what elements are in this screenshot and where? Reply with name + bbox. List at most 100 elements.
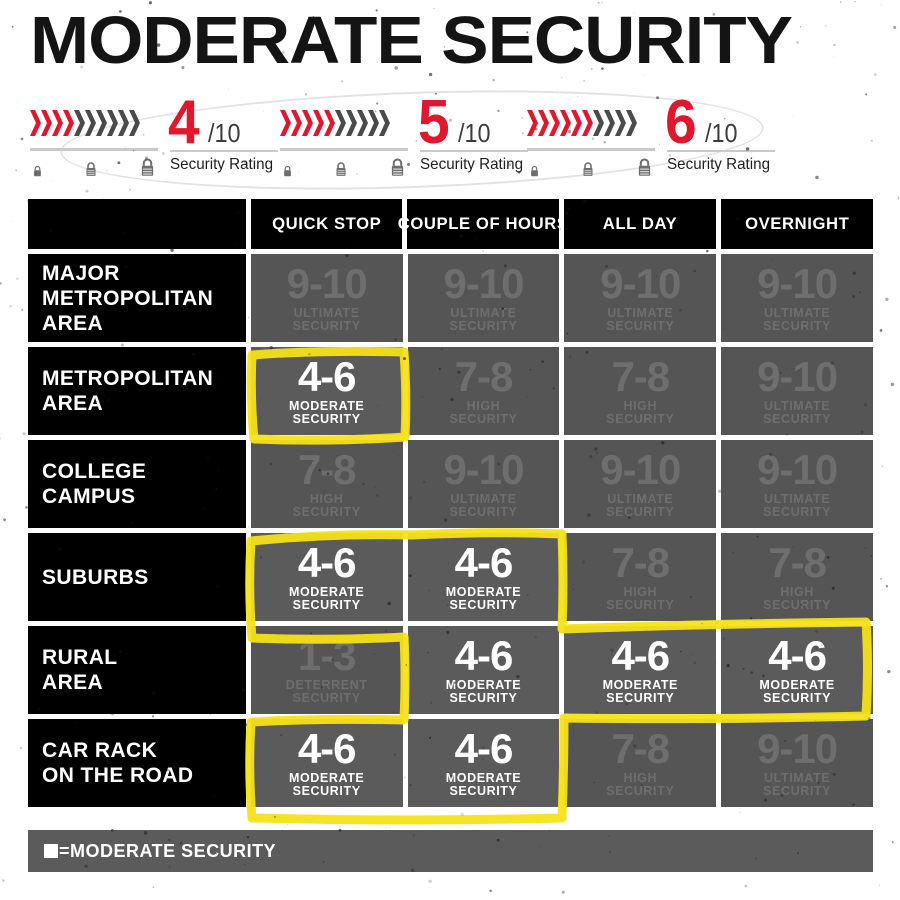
cell-caption-line: HIGH <box>623 398 658 413</box>
matrix-cell[interactable]: 4-6 MODERATE SECURITY <box>407 533 560 621</box>
table-row: SUBURBS 4-6 MODERATE SECURITY 4-6 MODERATE SEC… <box>28 533 874 621</box>
white-square-icon <box>44 844 58 858</box>
cell-caption-line: SECURITY <box>292 783 361 798</box>
cell-caption-line: ULTIMATE <box>450 305 517 320</box>
matrix-cell[interactable]: 9-10 ULTIMATE SECURITY <box>721 347 874 435</box>
matrix-cell[interactable]: 9-10 ULTIMATE SECURITY <box>721 254 874 342</box>
cell-caption-line: SECURITY <box>292 411 361 426</box>
matrix-cell[interactable]: 7-8 HIGH SECURITY <box>564 719 717 807</box>
rating-caption-1: Security Rating <box>170 156 274 173</box>
cell-range: 4-6 <box>297 538 357 586</box>
matrix-cell[interactable]: 9-10 ULTIMATE SECURITY <box>721 440 874 528</box>
column-header-4: OVERNIGHT <box>721 199 873 249</box>
row-label-line: AREA <box>42 311 104 335</box>
chevron-icon <box>313 110 324 136</box>
matrix-cell[interactable]: 1-3 DETERRENT SECURITY <box>250 626 403 714</box>
cell-caption: ULTIMATE SECURITY <box>763 306 832 333</box>
column-header-label: COUPLE OF HOURS <box>398 214 569 233</box>
chevron-icon <box>549 110 560 136</box>
matrix-cell[interactable]: 4-6 MODERATE SECURITY <box>564 626 717 714</box>
column-header-label: ALL DAY <box>603 214 678 233</box>
cell-caption-line: SECURITY <box>606 411 675 426</box>
row-label-line: COLLEGE <box>42 460 147 483</box>
lock-scale-1 <box>30 148 158 177</box>
cell-caption: DETERRENT SECURITY <box>286 678 368 705</box>
cell-range: 9-10 <box>757 724 838 772</box>
row-label-line: CAR RACK <box>42 739 158 762</box>
chevron-icon <box>368 110 379 136</box>
cell-range: 7-8 <box>611 724 670 772</box>
matrix-cell[interactable]: 4-6 MODERATE SECURITY <box>250 347 403 435</box>
matrix-cell[interactable]: 9-10 ULTIMATE SECURITY <box>721 719 874 807</box>
cell-caption-line: SECURITY <box>763 690 832 705</box>
cell-caption-line: SECURITY <box>449 690 518 705</box>
chevron-icon <box>582 110 593 136</box>
matrix-cell[interactable]: 9-10 ULTIMATE SECURITY <box>564 440 717 528</box>
matrix-cell[interactable]: 4-6 MODERATE SECURITY <box>250 533 403 621</box>
cell-caption-line: SECURITY <box>449 783 518 798</box>
matrix-cell[interactable]: 9-10 ULTIMATE SECURITY <box>564 254 717 342</box>
matrix-cell[interactable]: 4-6 MODERATE SECURITY <box>250 719 403 807</box>
cell-caption-line: HIGH <box>780 584 814 599</box>
table-header-row: QUICK STOP COUPLE OF HOURS ALL DAY OVERNIGH… <box>28 199 873 249</box>
cell-caption-line: MODERATE <box>288 398 365 413</box>
matrix-cell[interactable]: 7-8 HIGH SECURITY <box>564 533 717 621</box>
matrix-cell[interactable]: 7-8 HIGH SECURITY <box>721 533 874 621</box>
cell-caption: MODERATE SECURITY <box>289 585 364 612</box>
matrix-cell[interactable]: 4-6 MODERATE SECURITY <box>407 626 560 714</box>
cell-caption-line: SECURITY <box>763 318 832 333</box>
chevron-icon <box>118 110 129 136</box>
matrix-cell[interactable]: 9-10 ULTIMATE SECURITY <box>407 254 560 342</box>
matrix-cell[interactable]: 9-10 ULTIMATE SECURITY <box>250 254 403 342</box>
table-row: RURAL AREA 1-3 DETERRENT SECURITY 4-6 MODERATE… <box>28 626 874 714</box>
matrix-cell[interactable]: 4-6 MODERATE SECURITY <box>407 719 560 807</box>
matrix-cell[interactable]: 7-8 HIGH SECURITY <box>250 440 403 528</box>
cell-caption: MODERATE SECURITY <box>289 771 364 798</box>
row-label-line: SUBURBS <box>42 565 149 589</box>
matrix-cell[interactable]: 4-6 MODERATE SECURITY <box>721 626 874 714</box>
cell-range: 7-8 <box>297 445 357 493</box>
matrix-cell[interactable]: 7-8 HIGH SECURITY <box>564 347 717 435</box>
cell-range: 9-10 <box>757 352 838 400</box>
chevron-icon <box>30 110 41 136</box>
cell-caption: HIGH SECURITY <box>449 399 517 426</box>
cell-range: 7-8 <box>611 538 670 586</box>
cell-caption-line: SECURITY <box>606 318 675 333</box>
legend-label: =MODERATE SECURITY <box>59 840 277 861</box>
chevron-icon <box>85 110 96 136</box>
cell-caption-line: SECURITY <box>606 504 675 519</box>
chevron-icon <box>107 110 118 136</box>
table-row: COLLEGE CAMPUS 7-8 HIGH SECURITY 9-10 ULTIMATE… <box>28 440 874 528</box>
divider <box>420 150 528 152</box>
cell-caption-line: SECURITY <box>292 318 361 333</box>
cell-caption-line: SECURITY <box>763 783 832 798</box>
matrix-cell[interactable]: 9-10 ULTIMATE SECURITY <box>407 440 560 528</box>
cell-caption-line: ULTIMATE <box>764 398 831 413</box>
chevron-meter-2 <box>280 110 390 136</box>
padlock-icon <box>284 165 291 177</box>
cell-caption-line: HIGH <box>309 491 344 506</box>
cell-range: 4-6 <box>611 631 670 679</box>
cell-caption-line: SECURITY <box>763 411 832 426</box>
lock-scale-3 <box>527 148 655 177</box>
chevron-icon <box>615 110 626 136</box>
row-label-5: RURAL AREA <box>28 626 246 714</box>
cell-range: 9-10 <box>757 445 838 493</box>
rating-outof-1: /10 <box>208 118 241 148</box>
page-title: MODERATE SECURITY <box>30 3 793 78</box>
cell-caption: HIGH SECURITY <box>606 585 674 612</box>
padlock-icon <box>34 165 41 177</box>
cell-caption-line: MODERATE <box>445 677 522 692</box>
cell-range: 9-10 <box>600 445 681 493</box>
cell-caption-line: SECURITY <box>292 690 361 705</box>
padlock-icon <box>336 162 346 176</box>
matrix-cell[interactable]: 7-8 HIGH SECURITY <box>407 347 560 435</box>
cell-caption-line: MODERATE <box>445 770 522 785</box>
row-label-line: METROPOLITAN <box>42 367 214 390</box>
divider <box>170 150 278 152</box>
cell-caption-line: MODERATE <box>602 677 678 692</box>
cell-range: 4-6 <box>454 538 514 586</box>
divider <box>30 148 158 151</box>
chevron-icon <box>346 110 357 136</box>
